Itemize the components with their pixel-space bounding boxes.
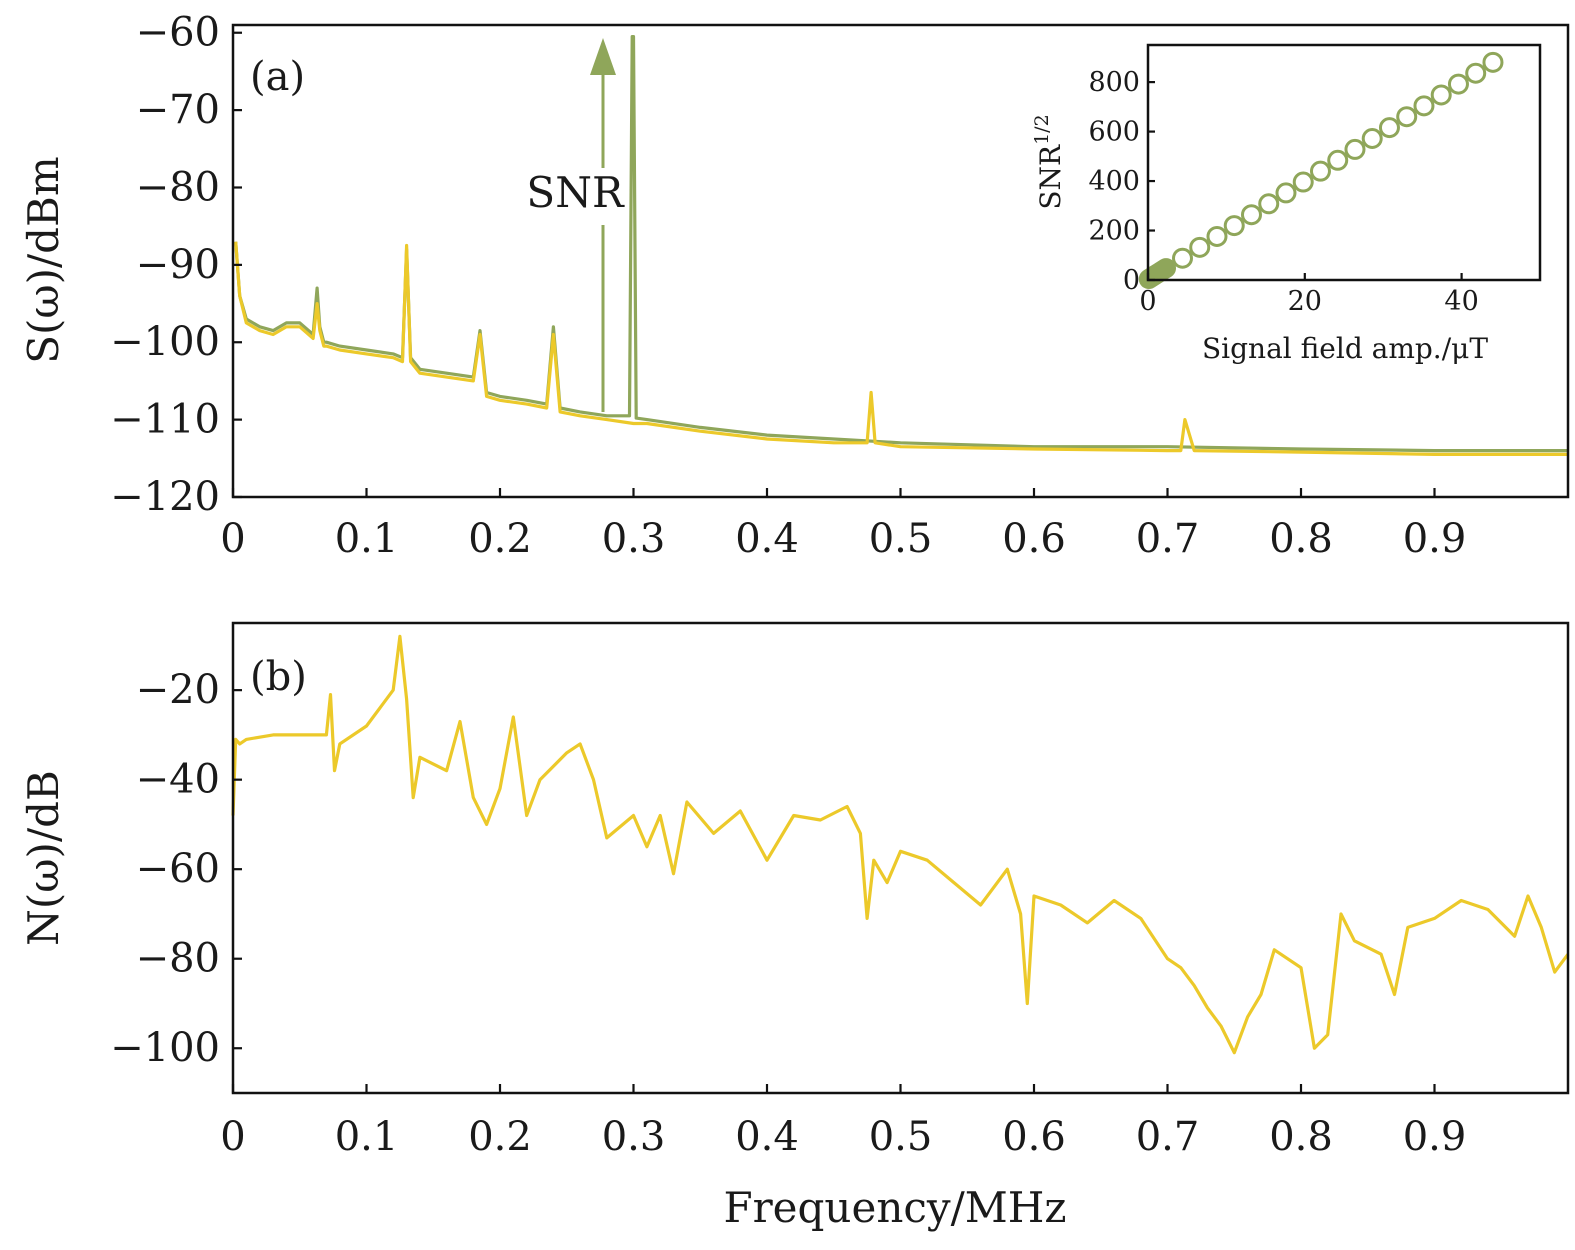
- inset-open-point: [1378, 117, 1400, 139]
- panel-b-x-tick-label: 0.9: [1403, 1114, 1467, 1160]
- inset-open-point: [1327, 149, 1349, 171]
- inset-x-tick-label: 40: [1444, 286, 1478, 317]
- inset-x-axis-title: Signal field amp./μT: [1202, 332, 1488, 365]
- inset-open-point: [1189, 236, 1211, 258]
- panel-a-x-tick-label: 0.6: [1002, 516, 1066, 562]
- inset-open-point: [1223, 215, 1245, 237]
- panel-a-y-tick-label: −60: [136, 10, 220, 56]
- panel-a-y-tick-label: −90: [136, 242, 220, 288]
- panel-b-x-tick-label: 0.6: [1002, 1114, 1066, 1160]
- inset-y-tick-label: 0: [1123, 265, 1140, 296]
- panel-b-y-ticks: −20 −40 −60 −80 −100: [110, 667, 242, 1071]
- panel-a-y-tick-label: −110: [110, 397, 220, 443]
- panel-b-series-0: [231, 634, 1570, 1055]
- panel-a-series-1: [234, 241, 1568, 456]
- inset-open-point: [1171, 247, 1193, 269]
- inset-y-tick-label: 200: [1088, 216, 1140, 247]
- panel-a: SNR 0 0.1 0.2 0.3 0.4 0.5 0.6 0.7 0.8 0.9 −60−70−…: [19, 10, 1570, 562]
- panel-a-x-tick-label: 0.2: [468, 516, 532, 562]
- inset-y-tick-label: 400: [1088, 166, 1140, 197]
- panel-a-x-tick-label: 0: [220, 516, 245, 562]
- panel-b-y-axis-title: N(ω)/dB: [19, 770, 68, 946]
- panel-b-y-tick-label: −60: [136, 846, 220, 892]
- inset-frame: [1146, 43, 1542, 282]
- inset-open-point: [1344, 138, 1366, 160]
- inset-y-axis-title-base: SNR: [1034, 144, 1067, 210]
- panel-a-y-tick-label: −80: [136, 164, 220, 210]
- panel-b-y-tick-label: −20: [136, 667, 220, 713]
- panel-a-x-tick-label: 0.7: [1136, 516, 1200, 562]
- panel-b-y-tick-label: −80: [136, 936, 220, 982]
- inset-open-point: [1240, 204, 1262, 226]
- panel-a-x-tick-label: 0.3: [602, 516, 666, 562]
- inset-x-tick-label: 0: [1139, 286, 1156, 317]
- panel-a-x-ticks: 0 0.1 0.2 0.3 0.4 0.5 0.6 0.7 0.8 0.9: [220, 488, 1466, 562]
- panel-b-x-tick-label: 0.8: [1269, 1114, 1333, 1160]
- snr-label: SNR: [526, 168, 625, 217]
- inset-open-point: [1292, 171, 1314, 193]
- panel-a-x-tick-label: 0.8: [1269, 516, 1333, 562]
- inset-y-tick-label: 600: [1088, 117, 1140, 148]
- inset-x-tick-label: 20: [1288, 286, 1322, 317]
- panel-a-y-ticks: −60 −70 −80 −90 −100 −110 −120: [110, 10, 242, 520]
- panel-a-y-tick-label: −100: [110, 319, 220, 365]
- inset-filled-point: [1156, 258, 1177, 279]
- inset-y-tick-label: 800: [1088, 67, 1140, 98]
- inset-open-point: [1465, 62, 1487, 84]
- panel-a-x-tick-label: 0.5: [869, 516, 933, 562]
- inset-open-point: [1309, 160, 1331, 182]
- inset-open-point: [1396, 106, 1418, 128]
- panel-a-x-tick-label: 0.1: [335, 516, 399, 562]
- inset-open-point: [1206, 225, 1228, 247]
- panel-a-x-tick-label: 0.4: [735, 516, 799, 562]
- inset-scatter: 0 20 40 0 200 400 600 800 Signal field amp./μT…: [1031, 43, 1542, 365]
- panel-b-x-tick-label: 0.3: [602, 1114, 666, 1160]
- panel-b-x-ticks: 0 0.1 0.2 0.3 0.4 0.5 0.6 0.7 0.8 0.9: [220, 1084, 1466, 1160]
- inset-open-point: [1482, 51, 1504, 73]
- panel-b-x-tick-label: 0.4: [735, 1114, 799, 1160]
- inset-y-axis-title: SNR1/2: [1031, 114, 1067, 209]
- inset-open-point: [1447, 73, 1469, 95]
- inset-open-point: [1275, 182, 1297, 204]
- panel-a-tag: (a): [250, 54, 305, 100]
- panel-a-plot-area: [234, 34, 1568, 456]
- inset-x-ticks: 0 20 40: [1139, 273, 1479, 317]
- panel-b-plot-area: [231, 634, 1570, 1055]
- inset-open-point: [1258, 193, 1280, 215]
- panel-b-x-tick-label: 0.2: [468, 1114, 532, 1160]
- panel-b-y-tick-label: −40: [136, 757, 220, 803]
- panel-a-x-tick-label: 0.9: [1403, 516, 1467, 562]
- panel-b-x-tick-label: 0.7: [1136, 1114, 1200, 1160]
- panel-b: 0 0.1 0.2 0.3 0.4 0.5 0.6 0.7 0.8 0.9 −20 −40 −60 −8…: [19, 621, 1570, 1232]
- inset-open-point: [1413, 95, 1435, 117]
- snr-annotation: SNR: [526, 38, 625, 412]
- panel-a-y-axis-title: S(ω)/dBm: [19, 156, 68, 364]
- panel-b-frame: [231, 621, 1570, 1095]
- inset-open-point: [1361, 128, 1383, 150]
- inset-open-point: [1430, 84, 1452, 106]
- inset-y-axis-title-sup: 1/2: [1031, 114, 1053, 145]
- panel-a-y-tick-label: −70: [136, 87, 220, 133]
- inset-y-ticks: 0 200 400 600 800: [1088, 67, 1155, 296]
- panel-b-x-tick-label: 0.1: [335, 1114, 399, 1160]
- snr-arrow-head: [590, 38, 616, 75]
- panel-a-y-tick-label: −120: [110, 474, 220, 520]
- panel-b-x-tick-label: 0.5: [869, 1114, 933, 1160]
- panel-b-x-tick-label: 0: [220, 1114, 245, 1160]
- panel-b-tag: (b): [250, 654, 307, 700]
- panel-b-y-tick-label: −100: [110, 1025, 220, 1071]
- x-axis-title: Frequency/MHz: [723, 1183, 1066, 1232]
